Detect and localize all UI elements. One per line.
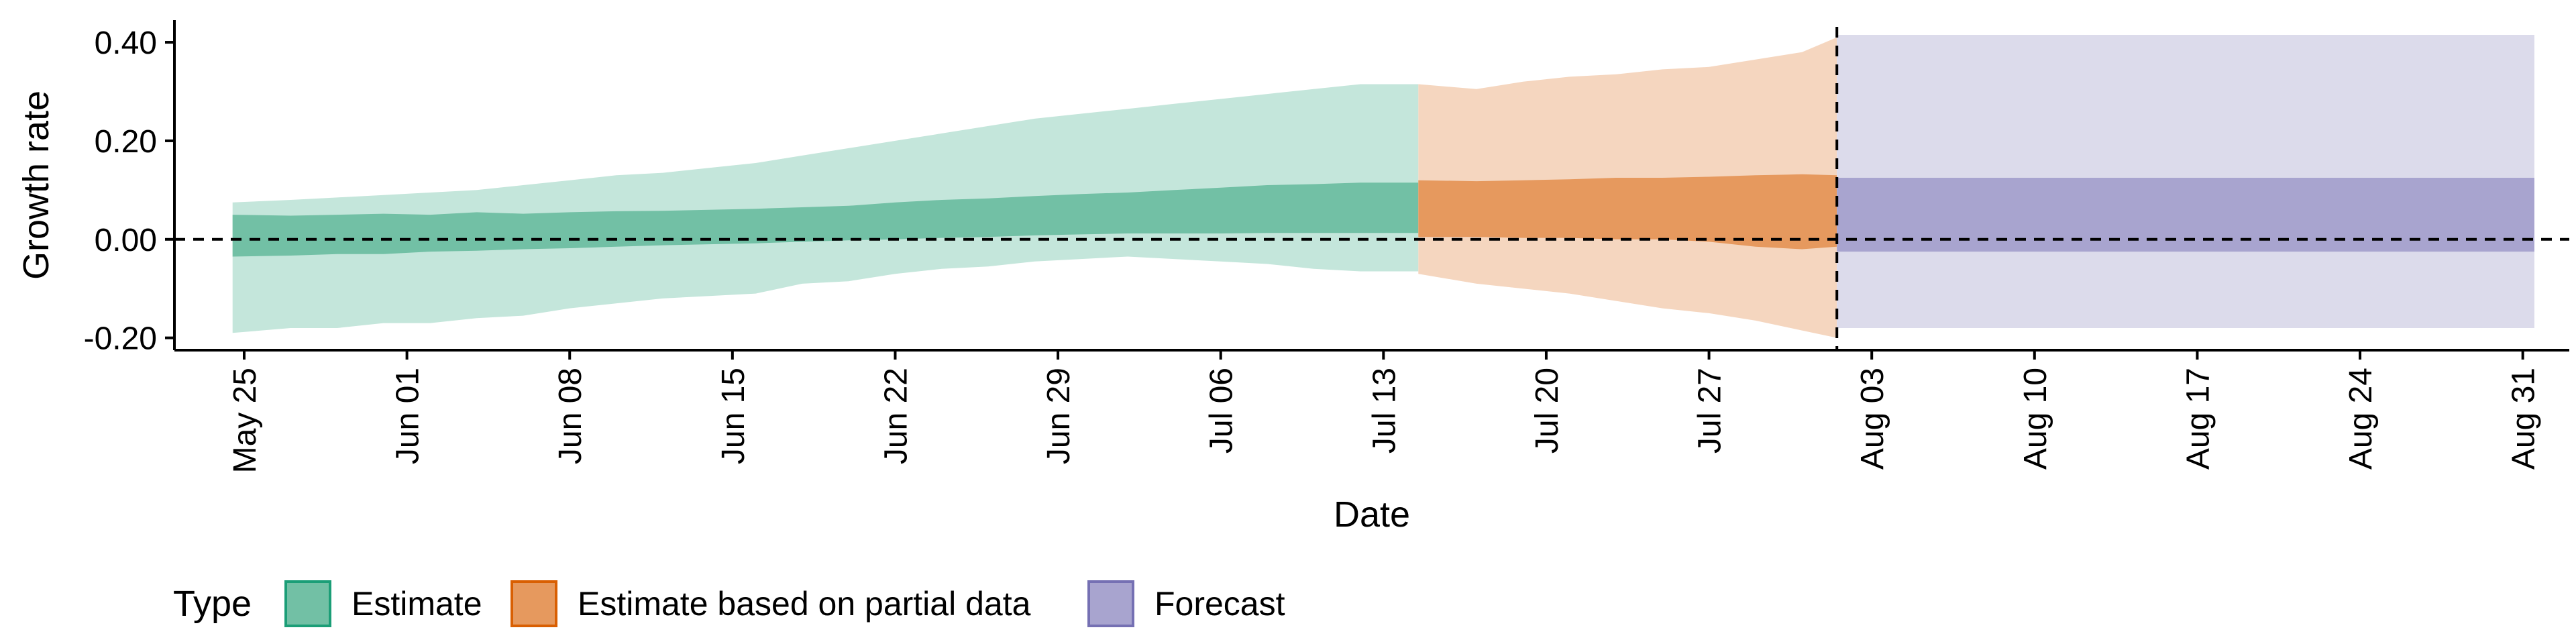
x-tick-label: Jun 22 (878, 368, 914, 464)
legend-key-estimate (284, 580, 331, 627)
y-tick-label: 0.20 (95, 124, 157, 160)
legend-label-estimate: Estimate (352, 585, 482, 623)
x-tick-label: Jun 08 (553, 368, 588, 464)
x-tick-label: Jul 27 (1693, 368, 1728, 453)
x-tick-label: Aug 17 (2180, 368, 2216, 470)
estimate-based-on-partial-data-inner-band (1418, 174, 1837, 250)
y-tick-label: -0.20 (84, 321, 157, 357)
x-axis-title: Date (1334, 494, 1410, 535)
x-tick-label: Jun 29 (1041, 368, 1077, 464)
x-tick-label: May 25 (227, 368, 263, 473)
x-tick-label: Aug 10 (2018, 368, 2053, 470)
x-tick-label: Jul 13 (1366, 368, 1402, 453)
x-tick-label: Aug 24 (2343, 368, 2379, 470)
legend-label-forecast: Forecast (1155, 585, 1285, 623)
y-axis-ticks: -0.20 0.00 0.20 0.40 (84, 25, 174, 357)
forecast-inner-band (1837, 178, 2534, 252)
legend-key-forecast (1087, 580, 1134, 627)
reference-lines (174, 27, 2569, 350)
legend-key-estimate-based-on-partial-data (511, 580, 557, 627)
x-tick-label: Jul 20 (1529, 368, 1565, 453)
y-axis-title: Growth rate (16, 91, 56, 280)
legend-label-estimate-based-on-partial-data: Estimate based on partial data (578, 585, 1031, 623)
x-tick-label: Jul 06 (1204, 368, 1240, 453)
x-tick-label: Aug 31 (2506, 368, 2542, 470)
legend: Type Estimate Estimate based on partial d… (173, 580, 1285, 627)
x-tick-label: Aug 03 (1855, 368, 1890, 470)
y-tick-label: 0.40 (95, 25, 157, 61)
axes (173, 20, 2569, 352)
x-tick-label: Jun 15 (716, 368, 751, 464)
legend-title: Type (173, 584, 252, 624)
estimate-inner-band (232, 182, 1419, 257)
y-tick-label: 0.00 (95, 223, 157, 258)
bands-layer (232, 35, 2534, 338)
x-tick-label: Jun 01 (390, 368, 426, 464)
x-axis-ticks: May 25 Jun 01 Jun 08 Jun 15 Jun 22 Jun 29 Jul … (227, 350, 2542, 473)
